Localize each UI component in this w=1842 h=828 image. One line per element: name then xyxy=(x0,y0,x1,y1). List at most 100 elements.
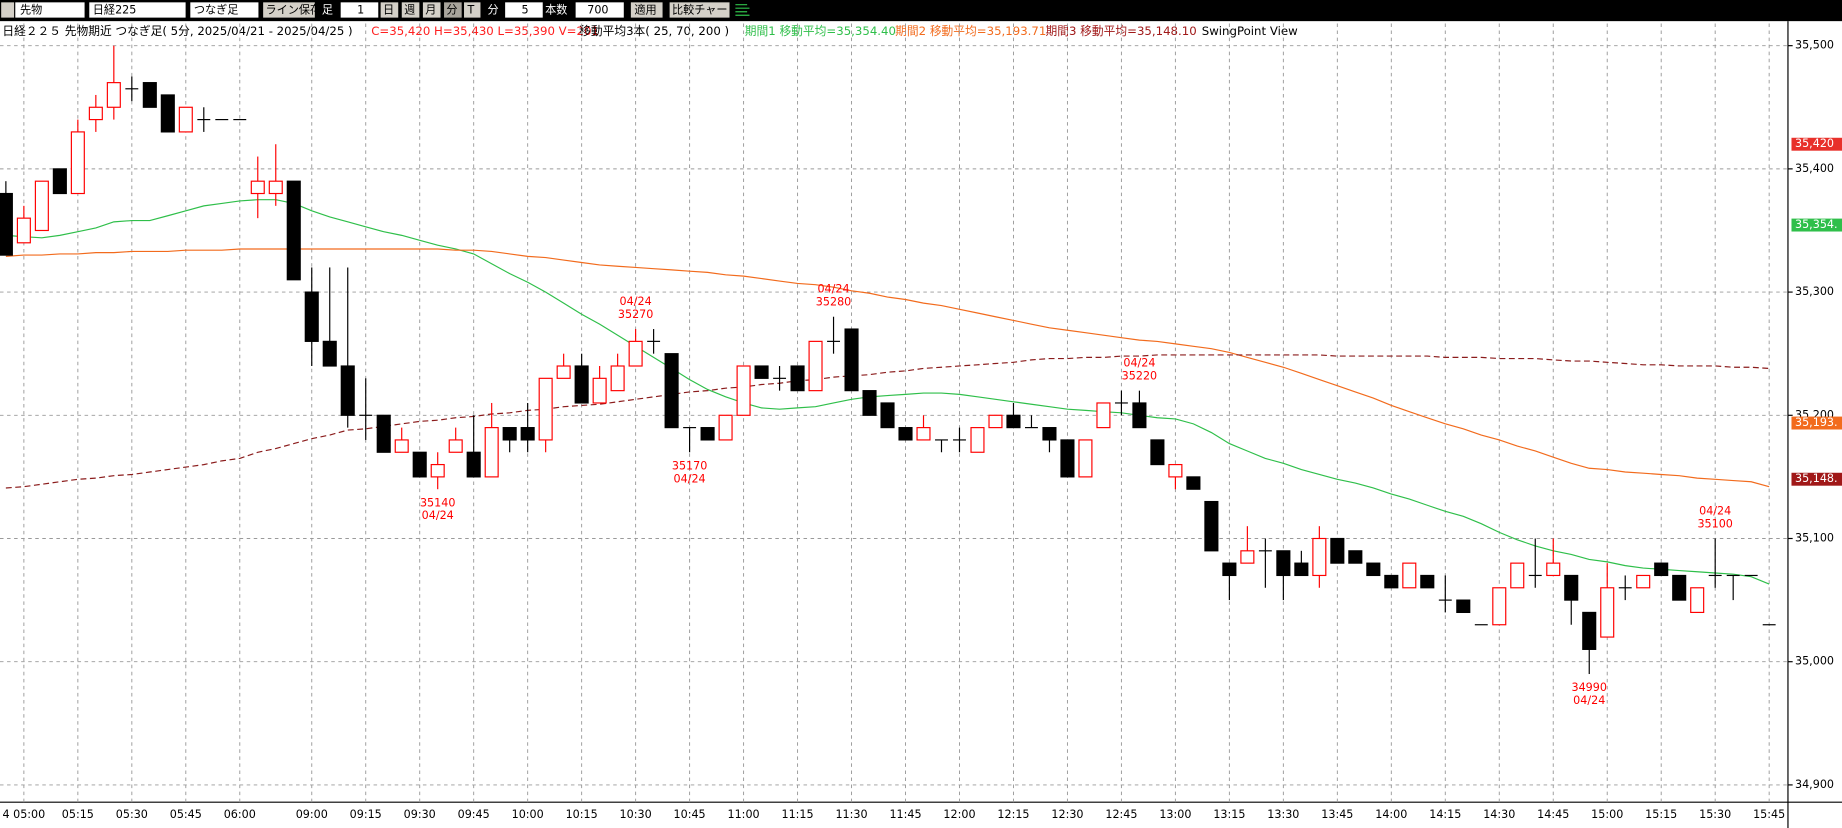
candle-body xyxy=(664,353,679,429)
price-tag-label: 35,193. xyxy=(1795,416,1838,429)
candle-body xyxy=(790,365,805,392)
symbol-select[interactable] xyxy=(89,2,186,18)
moving-average-line xyxy=(5,354,1770,489)
swing-date: 04/24 xyxy=(1123,357,1155,370)
candle-body xyxy=(1078,439,1093,478)
day-button[interactable] xyxy=(380,2,399,18)
x-tick-label: 13:45 xyxy=(1321,808,1353,821)
x-tick-label: 05:15 xyxy=(62,808,94,821)
bar-count: 1 xyxy=(357,4,364,17)
candle-body xyxy=(1690,587,1705,614)
save-button[interactable] xyxy=(263,2,315,18)
x-tick-label: 15:00 xyxy=(1591,808,1623,821)
count: 700 xyxy=(587,4,608,17)
interval-label: 分 xyxy=(488,4,499,17)
count-label: 本数 xyxy=(545,3,567,17)
candle-body xyxy=(736,365,751,416)
compare: 比較チャート xyxy=(672,3,739,17)
week-button[interactable] xyxy=(401,2,420,18)
apply-button[interactable] xyxy=(630,2,663,18)
x-tick-label: 10:45 xyxy=(674,808,706,821)
candle-body xyxy=(988,414,1003,429)
x-tick-label: 12:30 xyxy=(1051,808,1083,821)
market: 先物 xyxy=(20,3,42,17)
candle-body xyxy=(466,451,481,478)
candle-body xyxy=(1636,574,1651,589)
candle-body xyxy=(556,365,571,379)
indicator-icon[interactable] xyxy=(735,4,750,16)
ohlcv: C=35,420 H=35,430 L=35,390 V=201 xyxy=(371,24,599,38)
candle-body xyxy=(1420,574,1435,589)
candle-body xyxy=(1240,550,1255,564)
chain-select[interactable] xyxy=(190,2,259,18)
ma2-legend: 期間2 移動平均=35,193.71 xyxy=(895,24,1046,38)
candle-body xyxy=(1204,500,1219,552)
month: 月 xyxy=(425,4,436,17)
candle-body xyxy=(106,82,121,108)
candle-body xyxy=(1060,439,1075,478)
tick-button[interactable] xyxy=(464,2,481,18)
x-tick-label: 12:15 xyxy=(997,808,1029,821)
moving-average-line xyxy=(5,199,1770,585)
interval-input[interactable] xyxy=(505,2,543,18)
price-tag xyxy=(1791,472,1842,486)
candle-body xyxy=(862,390,877,416)
candle-body xyxy=(1546,562,1561,577)
candle-body xyxy=(394,439,409,453)
y-tick-label: 35,000 xyxy=(1795,655,1834,668)
swing-date: 04/24 xyxy=(1573,694,1605,707)
candle-body xyxy=(1006,414,1021,429)
swing-price: 35270 xyxy=(618,308,653,321)
candle-body xyxy=(484,427,499,478)
candle-body xyxy=(916,427,931,441)
x-tick-label: 12:45 xyxy=(1105,808,1137,821)
count-input[interactable] xyxy=(575,2,624,18)
menu-button[interactable] xyxy=(1,2,15,18)
compare-button[interactable] xyxy=(669,2,730,18)
x-tick-label: 10:00 xyxy=(512,808,544,821)
apply: 適用 xyxy=(634,3,656,17)
price-tag xyxy=(1791,218,1842,232)
minute-button[interactable] xyxy=(444,2,462,18)
swing-date: 04/24 xyxy=(674,472,706,485)
swing-price: 34990 xyxy=(1572,681,1607,694)
swing-price: 35170 xyxy=(672,459,707,472)
candle-body xyxy=(0,192,13,256)
month-button[interactable] xyxy=(422,2,441,18)
candle-body xyxy=(1456,599,1471,614)
x-tick-label: 11:45 xyxy=(889,808,921,821)
candle-body xyxy=(322,340,337,367)
candle-body xyxy=(1042,427,1057,441)
ma1-legend: 期間1 移動平均=35,354.40 xyxy=(745,24,896,38)
candle-body xyxy=(286,180,301,281)
x-tick-label: 09:45 xyxy=(458,808,490,821)
candle-body xyxy=(340,365,355,416)
ma-setting: 移動平均3本( 25, 70, 200 ) xyxy=(579,24,729,38)
candle-body xyxy=(970,427,985,453)
swing-price: 35100 xyxy=(1697,517,1732,530)
candle-body xyxy=(1402,562,1417,589)
week: 週 xyxy=(404,4,415,17)
candle-body xyxy=(1096,402,1111,429)
candle-body xyxy=(412,451,427,478)
price-tag-label: 35,354. xyxy=(1795,218,1838,231)
day: 日 xyxy=(383,4,394,17)
x-tick-label: 13:30 xyxy=(1267,808,1299,821)
candle-body xyxy=(898,427,913,441)
candle-body xyxy=(1150,439,1165,466)
bar-count-input[interactable] xyxy=(340,2,379,18)
swing-date: 04/24 xyxy=(620,295,652,308)
candle-body xyxy=(628,340,643,367)
swing-date: 04/24 xyxy=(422,509,454,522)
candle-body xyxy=(430,463,445,478)
x-tick-label: 15:15 xyxy=(1645,808,1677,821)
candle-body xyxy=(1222,562,1237,577)
candle-body xyxy=(16,217,31,244)
price-tag-label: 35,148. xyxy=(1795,472,1838,485)
candle-body xyxy=(1492,587,1507,626)
candle-body xyxy=(502,427,517,441)
candle-body xyxy=(1384,574,1399,589)
market-select[interactable] xyxy=(15,2,85,18)
candle-body xyxy=(178,106,193,133)
x-tick-label: 05:45 xyxy=(170,808,202,821)
